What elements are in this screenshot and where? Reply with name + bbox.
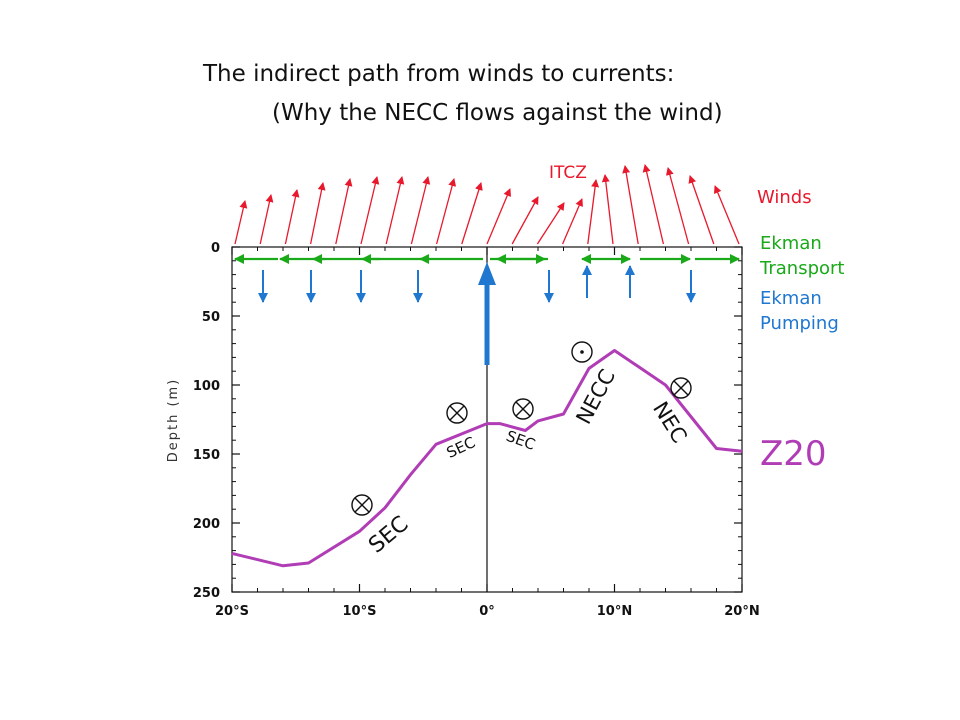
wind-arrow — [665, 167, 690, 245]
ekman-transport-label-1: Ekman — [760, 233, 822, 254]
wind-arrow — [562, 198, 583, 245]
current-label-sec-eq: SEC — [504, 427, 538, 454]
ekman-pumping-label-2: Pumping — [760, 313, 839, 334]
x-tick-label: 10°N — [597, 604, 632, 619]
x-tick-label: 0° — [479, 604, 495, 619]
wind-arrow — [309, 182, 326, 245]
winds-label: Winds — [757, 187, 812, 208]
y-tick-label: 100 — [193, 379, 220, 394]
wind-arrow — [536, 202, 565, 245]
wind-arrow — [511, 196, 539, 245]
equatorial-upwelling-arrow — [478, 262, 496, 365]
y-axis-label: Depth (m) — [166, 378, 181, 463]
wind-arrow — [622, 165, 639, 245]
title-line-1: The indirect path from winds to currents… — [203, 61, 675, 87]
wind-arrow — [461, 182, 483, 245]
wind-arrow — [486, 188, 511, 245]
current-label-sec-mid: SEC — [444, 433, 478, 462]
ekman-transport-label-2: Transport — [759, 258, 844, 279]
wind-arrow — [284, 189, 300, 245]
ekman-pumping-label-1: Ekman — [760, 288, 822, 309]
y-tick-label: 150 — [193, 448, 220, 463]
wind-arrow — [601, 174, 614, 245]
wind-arrow — [642, 164, 665, 245]
wind-arrow — [688, 175, 715, 245]
wind-arrow — [234, 200, 248, 245]
into-page-symbol — [670, 377, 692, 399]
current-label-necc: NECC — [572, 365, 621, 428]
wind-arrow — [587, 179, 600, 245]
wind-arrow — [360, 176, 380, 245]
x-tick-label: 20°N — [724, 604, 759, 619]
y-tick-label: 0 — [211, 241, 220, 256]
x-tick-label: 10°S — [343, 604, 377, 619]
x-axis-ticks: 20°S 10°S 0° 10°N 20°N — [215, 247, 760, 619]
z20-label: Z20 — [760, 434, 827, 474]
wind-arrows — [234, 164, 740, 245]
y-tick-label: 200 — [193, 517, 220, 532]
current-label-nec: NEC — [648, 397, 691, 447]
wind-arrow — [335, 178, 353, 245]
into-page-symbol — [512, 398, 534, 420]
x-tick-label: 20°S — [215, 604, 249, 619]
into-page-symbol — [446, 402, 468, 424]
wind-arrow — [259, 194, 274, 245]
out-of-page-symbol — [571, 341, 593, 363]
y-tick-label: 50 — [202, 310, 220, 325]
wind-arrow — [435, 178, 457, 245]
wind-arrow — [410, 176, 431, 245]
itcz-label: ITCZ — [549, 163, 587, 183]
z20-line — [231, 349, 743, 568]
wind-arrow — [713, 185, 740, 245]
ekman-pumping-arrows — [258, 265, 696, 303]
title-line-2: (Why the NECC flows against the wind) — [272, 100, 723, 126]
y-tick-label: 250 — [193, 586, 220, 601]
wind-arrow — [385, 176, 405, 245]
into-page-symbol — [351, 494, 373, 516]
